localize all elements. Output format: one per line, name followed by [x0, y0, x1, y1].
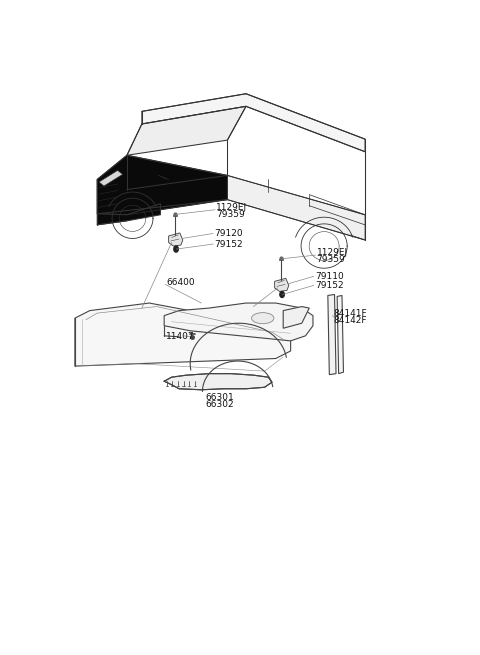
Text: 66302: 66302 — [205, 400, 234, 409]
Polygon shape — [127, 106, 246, 155]
Circle shape — [280, 291, 284, 297]
Text: 79359: 79359 — [317, 255, 346, 264]
Polygon shape — [97, 155, 228, 215]
Polygon shape — [75, 303, 290, 366]
Text: 79110: 79110 — [315, 272, 344, 281]
Text: 79152: 79152 — [315, 281, 344, 290]
Text: 84141F: 84141F — [334, 309, 367, 318]
Polygon shape — [164, 303, 313, 341]
Text: 66400: 66400 — [166, 278, 195, 288]
Polygon shape — [164, 373, 272, 390]
Text: 66301: 66301 — [205, 393, 234, 402]
Text: 1129EJ: 1129EJ — [216, 202, 247, 212]
Text: 1129EJ: 1129EJ — [317, 248, 348, 257]
Polygon shape — [99, 170, 122, 186]
Text: 84142F: 84142F — [334, 316, 367, 325]
Text: 11407: 11407 — [166, 332, 195, 341]
Polygon shape — [142, 94, 365, 152]
Text: 79120: 79120 — [215, 229, 243, 238]
Text: 79152: 79152 — [215, 240, 243, 248]
Polygon shape — [337, 295, 344, 373]
Text: 79359: 79359 — [216, 210, 245, 219]
Circle shape — [174, 246, 178, 252]
Polygon shape — [275, 278, 289, 291]
Polygon shape — [228, 176, 365, 240]
Polygon shape — [97, 204, 160, 225]
Polygon shape — [328, 295, 336, 375]
Polygon shape — [168, 233, 183, 246]
Polygon shape — [283, 307, 309, 328]
Polygon shape — [97, 155, 127, 214]
Ellipse shape — [252, 312, 274, 324]
